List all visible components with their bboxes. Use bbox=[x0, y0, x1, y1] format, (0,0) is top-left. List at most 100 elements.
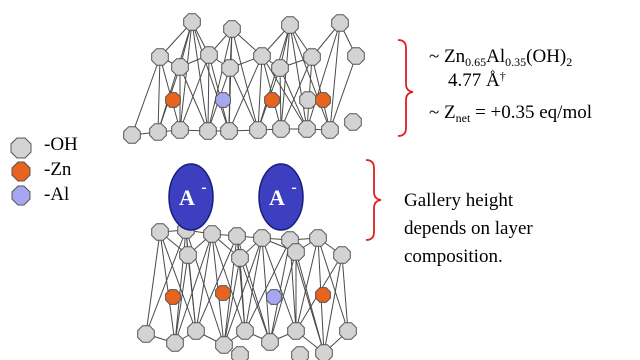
hydroxyl-atom bbox=[149, 123, 167, 141]
znet-prefix: ~ Z bbox=[429, 102, 456, 123]
hydroxyl-atom bbox=[281, 16, 299, 34]
hydroxyl-atom bbox=[331, 14, 349, 32]
hydroxyl-atom bbox=[221, 59, 239, 77]
al-subscript: 0.35 bbox=[505, 55, 527, 69]
layer-charge: ~ Znet = +0.35 eq/mol bbox=[429, 102, 592, 124]
hydroxyl-atom bbox=[187, 322, 205, 340]
bond-line bbox=[323, 254, 343, 354]
gallery-line-1: Gallery height bbox=[404, 190, 514, 211]
bond-line bbox=[257, 24, 291, 131]
zinc-atom bbox=[165, 92, 181, 108]
al-symbol: Al bbox=[486, 46, 506, 67]
bond-line bbox=[211, 233, 246, 332]
bond-line bbox=[279, 67, 282, 130]
hydroxide-subscript: 2 bbox=[566, 55, 573, 69]
spacing-value: 4.77 Å bbox=[448, 70, 500, 91]
legend-zn-label: -Zn bbox=[44, 159, 72, 180]
hydroxyl-atom bbox=[123, 126, 141, 144]
hydroxyl-atom bbox=[303, 48, 321, 66]
hydroxyl-atom bbox=[151, 223, 169, 241]
znet-subscript: net bbox=[455, 111, 471, 125]
formula-prefix: ~ Zn bbox=[429, 46, 466, 67]
zn-subscript: 0.65 bbox=[465, 55, 487, 69]
layer-spacing: 4.77 Å† bbox=[448, 70, 506, 92]
bond-line bbox=[223, 257, 241, 346]
bond-line bbox=[187, 254, 197, 332]
layer-formula: ~ Zn0.65Al0.35(OH)2 bbox=[429, 46, 572, 68]
legend-oh-label: -OH bbox=[44, 134, 78, 155]
bond-line bbox=[329, 22, 341, 131]
zinc-atom bbox=[264, 92, 280, 108]
bond-line bbox=[179, 54, 210, 131]
anion-left-charge: - bbox=[201, 179, 206, 196]
bond-line bbox=[306, 22, 341, 130]
bond-line bbox=[341, 254, 349, 332]
hydroxyl-atom bbox=[223, 20, 241, 38]
bond-line bbox=[261, 237, 297, 332]
hydroxyl-atom bbox=[200, 46, 218, 64]
bond-line bbox=[231, 28, 259, 131]
bond-line bbox=[261, 237, 271, 343]
anion-right-symbol: A bbox=[269, 185, 285, 210]
bond-line bbox=[239, 257, 271, 343]
bond-line bbox=[228, 55, 263, 132]
hydroxyl-atom bbox=[231, 249, 249, 267]
bond-line bbox=[279, 67, 308, 130]
hydroxyl-atom bbox=[339, 322, 357, 340]
hydroxyl-atom bbox=[171, 58, 189, 76]
bond-line bbox=[317, 237, 349, 332]
bond-line bbox=[174, 233, 213, 344]
bond-line bbox=[191, 21, 209, 132]
hydroxyl-atom bbox=[199, 122, 217, 140]
bond-line bbox=[157, 21, 193, 133]
hydroxyl-atom bbox=[291, 346, 309, 360]
zinc-atom bbox=[315, 92, 331, 108]
anion-right: A - bbox=[258, 163, 304, 231]
hydroxyl-atom bbox=[231, 346, 249, 360]
bond-line bbox=[229, 67, 259, 131]
hydroxyl-atom bbox=[137, 325, 155, 343]
hydroxyl-atom bbox=[253, 229, 271, 247]
zinc-atom bbox=[215, 285, 231, 301]
bond-line bbox=[289, 24, 331, 131]
legend-al-label: -Al bbox=[44, 184, 70, 205]
bond-line bbox=[244, 237, 263, 332]
hydroxyl-atom bbox=[287, 322, 305, 340]
bond-line bbox=[244, 239, 291, 332]
hydroxyl-atom bbox=[299, 91, 317, 109]
bond-line bbox=[269, 251, 297, 343]
bond-line bbox=[207, 54, 210, 132]
octahedra-bonds bbox=[131, 21, 357, 354]
bond-line bbox=[157, 56, 161, 133]
anion-left: A - bbox=[168, 163, 214, 231]
bond-line bbox=[207, 28, 233, 132]
gallery-line-3: composition. bbox=[404, 246, 503, 267]
bond-line bbox=[280, 24, 291, 130]
bond-line bbox=[131, 56, 161, 136]
spacing-dagger: † bbox=[499, 69, 506, 83]
bond-line bbox=[174, 254, 189, 344]
hydroxyl-atom bbox=[333, 246, 351, 264]
hydroxyl-atom bbox=[166, 334, 184, 352]
bond-line bbox=[195, 233, 213, 332]
layer-atoms bbox=[123, 13, 365, 360]
bond-line bbox=[195, 235, 238, 332]
bond-line bbox=[179, 21, 193, 131]
hydroxyl-atom bbox=[236, 322, 254, 340]
hydroxyl-atom bbox=[171, 121, 189, 139]
hydroxyl-atom bbox=[315, 344, 333, 360]
zinc-atom bbox=[315, 287, 331, 303]
hydroxyl-atom bbox=[287, 243, 305, 261]
hydroxyl-atom bbox=[321, 121, 339, 139]
bond-line bbox=[191, 21, 230, 132]
bond-line bbox=[223, 237, 263, 346]
bond-line bbox=[289, 24, 308, 130]
hydroxyl-atom bbox=[249, 121, 267, 139]
hydroxyl-atom bbox=[220, 122, 238, 140]
layer-bracket bbox=[397, 39, 414, 137]
gallery-bracket bbox=[365, 159, 382, 241]
aluminum-atom bbox=[266, 289, 282, 305]
legend-zn-marker bbox=[11, 161, 31, 182]
hydroxyl-atom bbox=[298, 120, 316, 138]
